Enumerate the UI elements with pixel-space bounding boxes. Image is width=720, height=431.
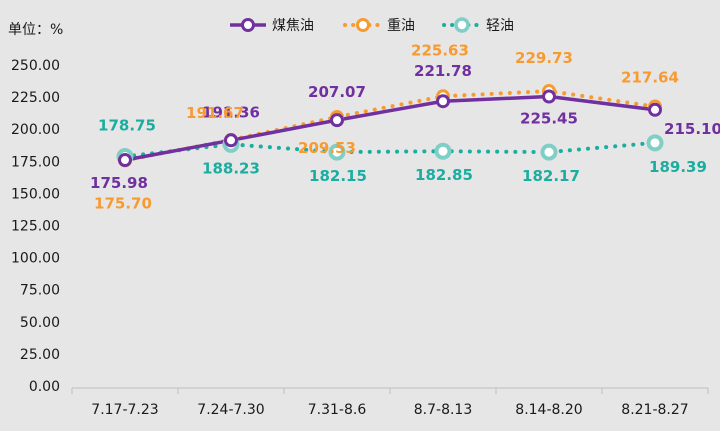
data-label: 189.39	[649, 158, 707, 176]
legend-label: 重油	[387, 18, 415, 34]
data-label: 215.10	[664, 120, 720, 138]
data-point	[648, 102, 662, 117]
legend-label: 轻油	[486, 18, 514, 34]
legend: 煤焦油 重油 轻油	[230, 17, 514, 34]
data-label: 225.63	[411, 41, 469, 59]
data-label: 182.15	[309, 167, 367, 185]
data-label: 229.73	[515, 49, 573, 67]
data-label: 209.53	[298, 139, 356, 157]
plot-area	[116, 84, 664, 168]
data-point	[328, 143, 346, 161]
data-label: 221.78	[414, 62, 472, 80]
data-point	[540, 143, 558, 161]
y-tick-label: 0.00	[29, 379, 60, 395]
series-line-2	[123, 140, 657, 159]
x-tick-label: 8.21-8.27	[621, 402, 688, 418]
y-tick-label: 175.00	[11, 154, 60, 170]
data-point	[118, 153, 132, 168]
x-tick-label: 7.24-7.30	[197, 402, 264, 418]
data-point	[224, 133, 238, 148]
y-tick-label: 250.00	[11, 58, 60, 74]
data-label: 225.45	[520, 110, 578, 128]
data-label: 217.64	[621, 69, 679, 87]
legend-label: 煤焦油	[272, 18, 314, 34]
data-label: 175.70	[94, 194, 152, 212]
y-tick-label: 225.00	[11, 90, 60, 106]
data-point	[436, 94, 450, 109]
data-point	[330, 113, 344, 128]
legend-swatch-marker	[356, 18, 370, 32]
data-point	[646, 134, 664, 152]
data-label: 175.98	[90, 174, 148, 192]
data-point	[542, 89, 556, 104]
x-tick-label: 7.31-8.6	[308, 402, 367, 418]
y-tick-label: 50.00	[20, 315, 60, 331]
unit-label: 单位：%	[8, 22, 63, 38]
legend-swatch-marker	[454, 17, 470, 33]
y-tick-label: 200.00	[11, 122, 60, 138]
data-point	[434, 142, 452, 160]
x-axis: 7.17-7.23 7.24-7.30 7.31-8.6 8.7-8.13 8.14-8…	[71, 387, 709, 418]
y-tick-label: 100.00	[11, 251, 60, 267]
data-label: 182.85	[415, 166, 473, 184]
y-tick-label: 150.00	[11, 186, 60, 202]
x-tick-label: 8.14-8.20	[515, 402, 582, 418]
data-label: 207.07	[308, 83, 366, 101]
data-label: 178.75	[98, 116, 156, 134]
data-label: 182.17	[522, 167, 580, 185]
y-tick-label: 25.00	[20, 347, 60, 363]
series-line-0	[124, 94, 656, 162]
x-tick-label: 8.7-8.13	[414, 402, 473, 418]
y-tick-label: 75.00	[20, 283, 60, 299]
y-axis: 0.00 25.00 50.00 75.00 100.00 125.00 150.00 175…	[11, 58, 60, 395]
legend-swatch-marker	[241, 18, 255, 32]
data-label: 191.67	[186, 104, 244, 122]
y-tick-label: 125.00	[11, 219, 60, 235]
x-tick-label: 7.17-7.23	[91, 402, 158, 418]
data-label: 191.36	[202, 103, 260, 121]
data-label: 188.23	[202, 159, 260, 177]
data-labels: 175.98 191.36 207.07 221.78 225.45 215.10 175.…	[90, 41, 720, 212]
